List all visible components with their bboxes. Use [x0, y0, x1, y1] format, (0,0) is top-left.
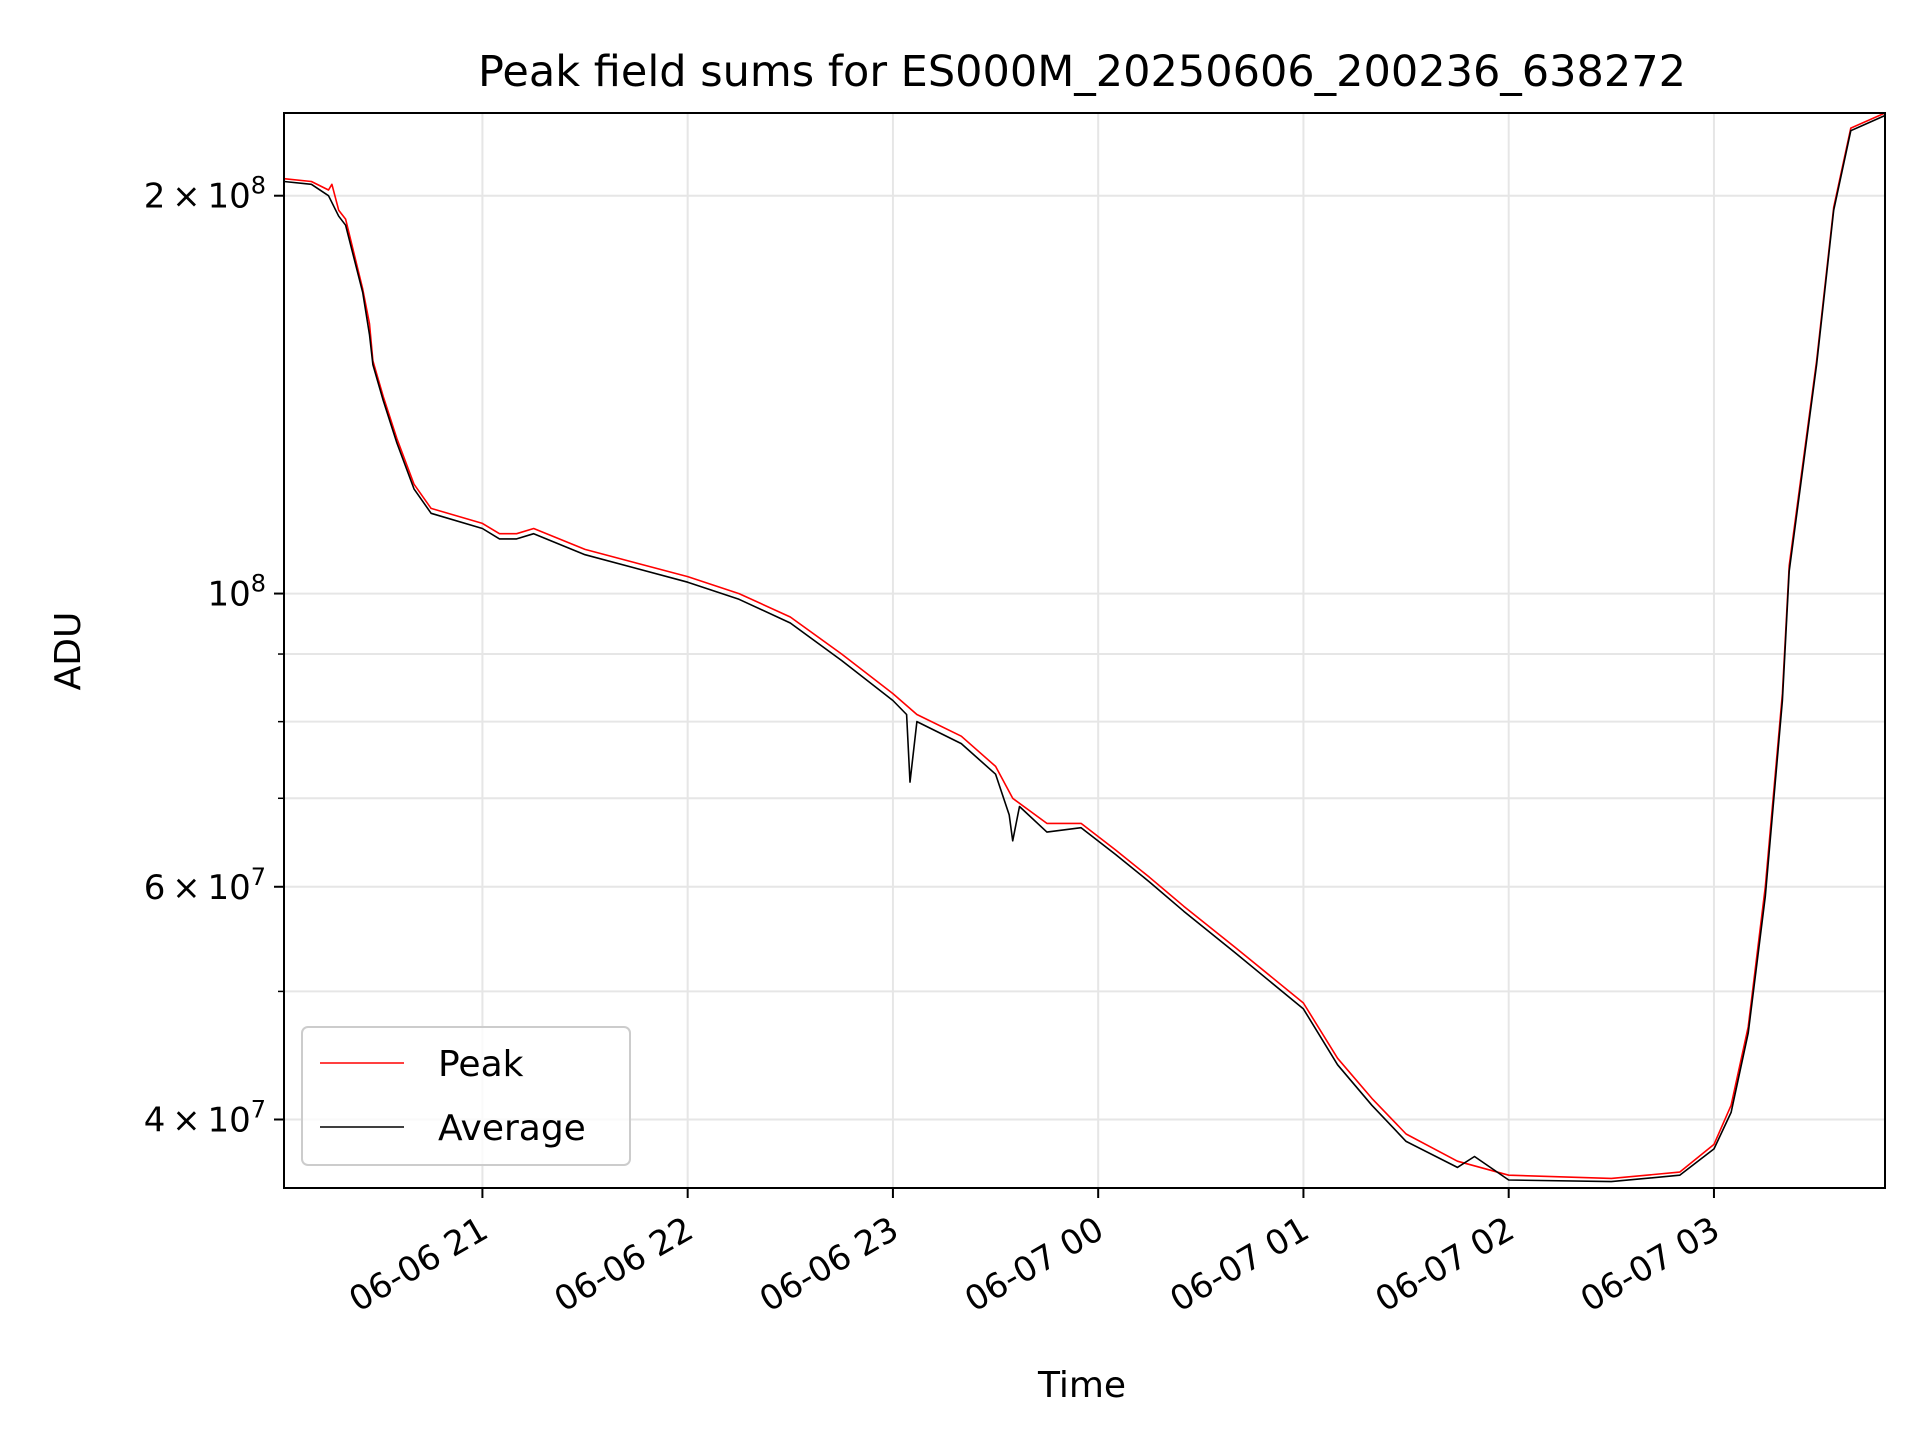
grid-lines [284, 113, 1885, 1188]
chart-title: Peak field sums for ES000M_20250606_2002… [478, 47, 1686, 97]
legend-label-average: Average [438, 1108, 586, 1149]
y-tick-label: 2 × 108 [144, 172, 266, 217]
y-axis-label: ADU [48, 612, 89, 691]
series-line-average [283, 114, 1886, 1183]
legend-label-peak: Peak [438, 1044, 524, 1085]
legend: Peak Average [301, 1026, 631, 1166]
series-line-peak [283, 112, 1886, 1180]
series-lines [283, 112, 1886, 1183]
y-tick-label: 6 × 107 [144, 863, 266, 908]
y-tick-label: 108 [207, 570, 266, 615]
y-tick-label: 4 × 107 [144, 1095, 266, 1140]
plot-frame [283, 112, 1886, 1189]
legend-box [301, 1026, 631, 1166]
x-axis-label: Time [1037, 1365, 1126, 1406]
